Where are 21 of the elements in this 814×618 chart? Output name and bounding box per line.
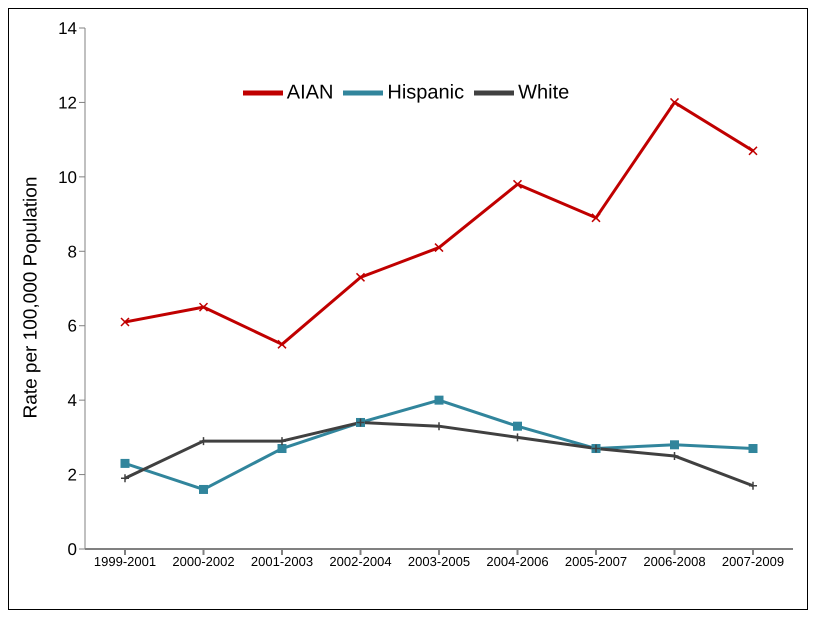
y-tick-label: 14 — [58, 19, 77, 38]
y-axis-title: Rate per 100,000 Population — [20, 176, 42, 418]
y-tick-label: 2 — [68, 466, 77, 485]
x-tick-label: 1999-2001 — [94, 554, 156, 570]
x-tick-label: 2005-2007 — [564, 554, 628, 570]
y-tick-label: 0 — [68, 540, 77, 560]
legend-label: AIAN — [286, 81, 334, 104]
x-tick-label: 2002-2004 — [329, 554, 392, 570]
y-tick-label: 8 — [68, 242, 77, 262]
y-tick-label: 10 — [58, 168, 77, 187]
y-tick-label: 12 — [58, 93, 77, 112]
x-tick-label: 2004-2006 — [486, 554, 549, 570]
x-tick-label: 2006-2008 — [643, 554, 706, 570]
y-tick-label: 6 — [68, 316, 77, 336]
x-tick-label: 2003-2005 — [408, 554, 470, 570]
x-tick-label: 2000-2002 — [172, 554, 235, 570]
legend-label: Hispanic — [387, 81, 464, 104]
y-tick-label: 4 — [68, 391, 77, 410]
x-tick-label: 2007-2009 — [722, 554, 784, 570]
x-tick-label: 2001-2003 — [250, 554, 314, 570]
legend-label: White — [518, 81, 570, 104]
